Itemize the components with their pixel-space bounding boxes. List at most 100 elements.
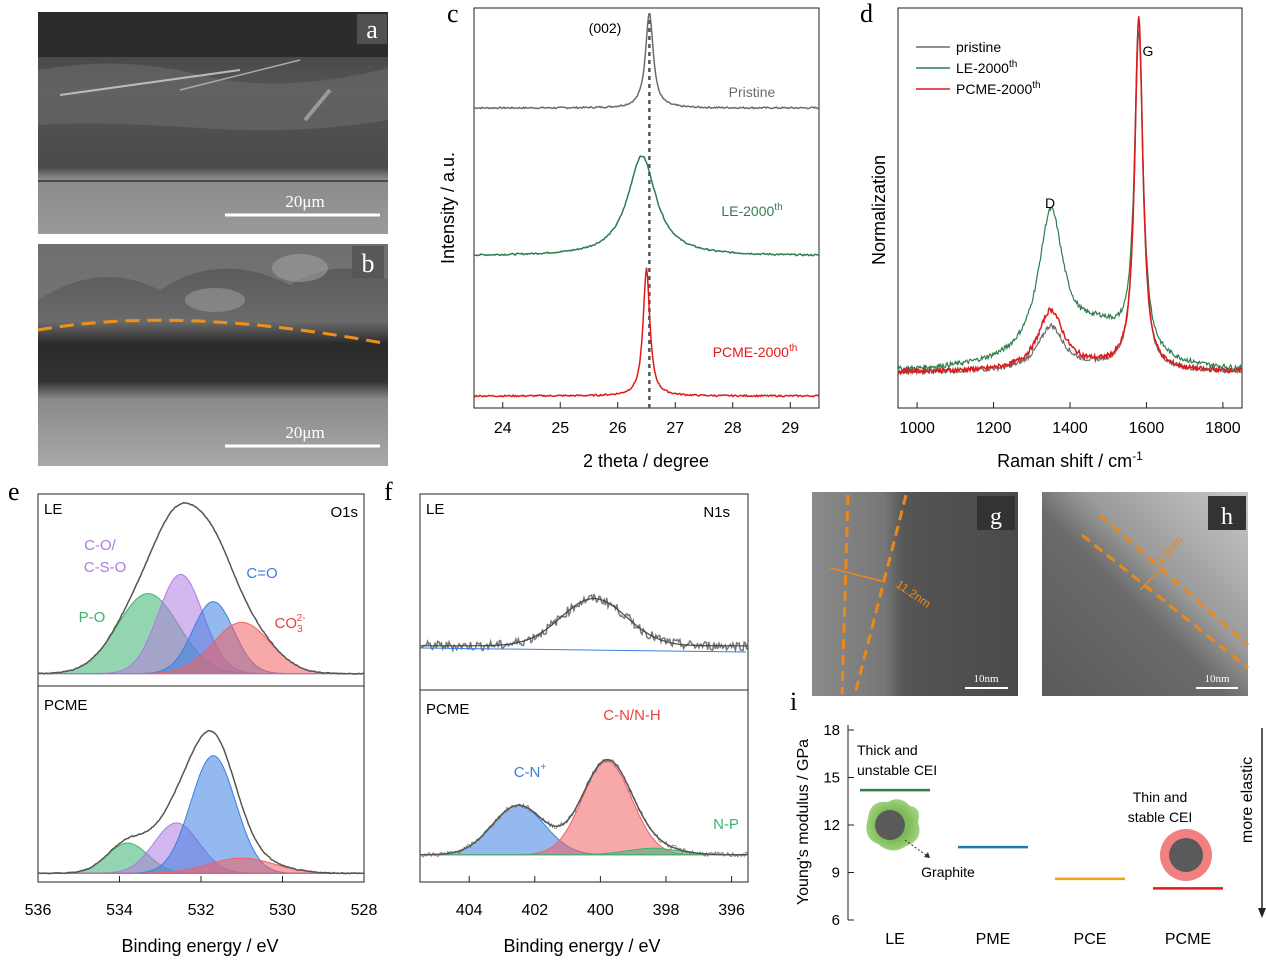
- chart-c-label-pristine: Pristine: [729, 84, 776, 100]
- chart-d-xtick-label: 1000: [899, 420, 935, 437]
- chart-i-note-thin-2: stable CEI: [1128, 809, 1193, 825]
- chart-c-xtick-label: 24: [494, 420, 512, 437]
- tem-h-letter: h: [1221, 504, 1233, 530]
- chart-i-note-elastic: more elastic: [1239, 757, 1256, 843]
- chart-i-ytick-label: 9: [832, 865, 840, 882]
- chart-c-xtick-label: 26: [609, 420, 627, 437]
- graphite-particle-thick-cei: [866, 799, 931, 859]
- tem-g-letter: g: [990, 504, 1002, 530]
- chart-f-envelope-le: [420, 598, 748, 647]
- chart-e-xtick-label: 534: [106, 902, 133, 919]
- chart-i-note-thick-1: Thick and: [857, 742, 918, 758]
- chart-c-xtick-label: 27: [666, 420, 684, 437]
- chart-e-label-cso-2: C-S-O: [84, 559, 127, 576]
- chart-i-note-graphite: Graphite: [921, 864, 975, 880]
- chart-c-xtick-label: 28: [724, 420, 742, 437]
- tem-h-scale: 10nm: [1204, 673, 1230, 685]
- sem-image-b: b 20μm: [37, 244, 389, 466]
- chart-f-panel-le: LE: [426, 501, 444, 518]
- tem-image-g: 11.2nm g 10nm: [812, 492, 1018, 696]
- chart-i-category-label: PME: [976, 931, 1011, 948]
- chart-c-annotation-002: (002): [589, 20, 622, 36]
- chart-f-label-np: N-P: [713, 816, 739, 833]
- chart-i-note-thick-2: unstable CEI: [857, 762, 937, 778]
- chart-f-xtick-label: 396: [718, 902, 745, 919]
- chart-c-ylabel: Intensity / a.u.: [438, 152, 458, 264]
- chart-c-xtick-label: 25: [551, 420, 569, 437]
- sem-image-a: a 20μm: [38, 12, 388, 234]
- chart-i-ytick-label: 15: [823, 770, 840, 787]
- chart-d-xtick-label: 1200: [976, 420, 1012, 437]
- chart-f-frame: [419, 493, 749, 883]
- chart-d-series-pcme: [897, 16, 1243, 376]
- chart-e-xtick-label: 536: [25, 902, 52, 919]
- chart-d-legend-pcme: PCME-2000th: [956, 80, 1041, 97]
- chart-i-ylabel: Young's modulus / GPa: [795, 739, 812, 905]
- chart-d-letter: d: [860, 0, 873, 28]
- chart-f-panel-pcme: PCME: [426, 701, 469, 718]
- chart-c-xlabel: 2 theta / degree: [583, 451, 709, 471]
- chart-e-xtick-label: 528: [351, 902, 378, 919]
- chart-c-xtick-label: 29: [781, 420, 799, 437]
- chart-e-component: [38, 755, 364, 874]
- tem-g-scale: 10nm: [973, 673, 999, 685]
- sem-b-scale: 20μm: [285, 423, 324, 442]
- chart-f-component: [420, 760, 748, 856]
- chart-c-series-pcme: [473, 267, 820, 398]
- elastic-arrow: [1258, 728, 1266, 918]
- chart-i-category-label: PCME: [1165, 931, 1211, 948]
- chart-e-xlabel: Binding energy / eV: [121, 936, 278, 956]
- chart-c-label-pcme: PCME-2000th: [713, 343, 798, 360]
- chart-c: c 24 25 26 27 28 29 (002) Pristine LE-2000th …: [438, 0, 820, 471]
- chart-c-frame: [473, 7, 820, 409]
- chart-f-label-cn: C-N+: [514, 762, 547, 781]
- chart-d-series-le: [897, 17, 1243, 373]
- chart-i-ytick-label: 6: [832, 912, 840, 929]
- sem-a-letter: a: [366, 15, 378, 44]
- chart-e-label-cso-1: C-O/: [84, 537, 116, 554]
- chart-i-note-thin-1: Thin and: [1133, 789, 1187, 805]
- chart-f-label-cnnh: C-N/N-H: [603, 707, 661, 724]
- chart-f-letter: f: [384, 477, 393, 506]
- chart-d-xtick-label: 1400: [1052, 420, 1088, 437]
- chart-f-raw-le: [419, 593, 749, 654]
- chart-c-letter: c: [447, 0, 459, 28]
- chart-e-panel-pcme: PCME: [44, 697, 87, 714]
- chart-f-xtick-label: 400: [587, 902, 614, 919]
- chart-c-series-pristine: [473, 12, 820, 110]
- chart-e-label-co: C=O: [246, 565, 277, 582]
- chart-f-baseline-le: [421, 647, 747, 653]
- sem-a-scale: 20μm: [285, 192, 324, 211]
- chart-d-legend: pristine LE-2000th PCME-2000th: [916, 39, 1041, 97]
- sem-b-letter: b: [362, 249, 375, 278]
- chart-d-xtick-label: 1600: [1129, 420, 1165, 437]
- chart-e-panel-le: LE: [44, 501, 62, 518]
- chart-e-envelope-pcme: [37, 729, 365, 875]
- chart-i: i 6 9 12 15 18 LE PME PCE PCME Young's modulus …: [790, 687, 1266, 948]
- chart-f-xtick-label: 398: [653, 902, 680, 919]
- chart-f-envelope-pcme: [419, 758, 748, 856]
- chart-f-element: N1s: [703, 504, 730, 521]
- chart-i-category-label: LE: [885, 931, 905, 948]
- chart-e-envelope-le: [37, 502, 364, 675]
- chart-i-letter: i: [790, 687, 797, 716]
- chart-i-ytick-label: 18: [823, 722, 840, 739]
- chart-e-xtick-label: 532: [188, 902, 215, 919]
- chart-d-series-pristine: [897, 31, 1243, 376]
- chart-f: f 404 402 400 398 396 LE N1s PCME C-N+ C-N/N…: [384, 477, 749, 956]
- chart-d: d 1000 1200 1400 1600 1800 pristine LE-2000t…: [860, 0, 1243, 471]
- chart-d-legend-le: LE-2000th: [956, 59, 1017, 76]
- chart-d-peak-g: G: [1143, 43, 1154, 59]
- chart-e-label-po: P-O: [79, 609, 106, 626]
- chart-c-series-le: [473, 155, 820, 257]
- chart-c-label-le: LE-2000th: [721, 202, 782, 219]
- chart-d-legend-pristine: pristine: [956, 39, 1001, 55]
- chart-e: e 536 534 532 530 528 LE O1s PCME P-O C-O/ C…: [8, 477, 377, 956]
- chart-d-peak-d: D: [1045, 195, 1055, 211]
- tem-image-h: 4.0nm h 10nm: [1042, 492, 1249, 696]
- chart-f-xtick-label: 404: [456, 902, 483, 919]
- chart-f-xlabel: Binding energy / eV: [503, 936, 660, 956]
- chart-e-letter: e: [8, 477, 20, 506]
- chart-i-category-label: PCE: [1074, 931, 1107, 948]
